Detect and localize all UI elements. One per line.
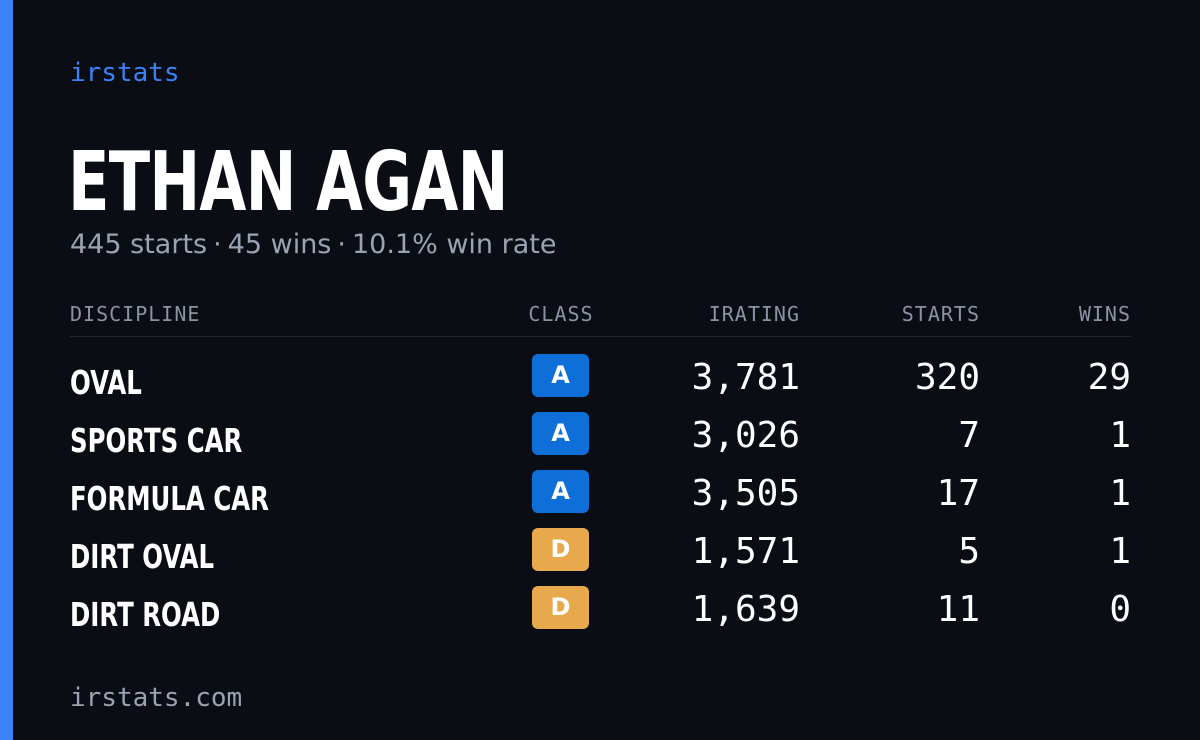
separator-dot: · xyxy=(337,229,346,260)
stats-table: DISCIPLINE CLASS IRATING STARTS WINS OVA… xyxy=(70,296,1131,644)
header-discipline: DISCIPLINE xyxy=(70,302,201,326)
table-row: FORMULA CAR A 3,505 17 1 xyxy=(70,470,1131,528)
accent-bar xyxy=(0,0,13,740)
table-row: OVAL A 3,781 320 29 xyxy=(70,354,1131,412)
irating-value: 3,026 xyxy=(691,415,800,456)
irating-value: 3,505 xyxy=(691,473,800,514)
starts-value: 11 xyxy=(936,589,980,630)
license-class-badge: A xyxy=(532,470,589,513)
wins-value: 1 xyxy=(1109,531,1131,572)
table-header: DISCIPLINE CLASS IRATING STARTS WINS xyxy=(70,296,1131,337)
wins-summary: 45 wins xyxy=(227,229,332,260)
discipline-name: FORMULA CAR xyxy=(70,479,269,518)
license-class-badge: D xyxy=(532,528,589,571)
license-class-badge: D xyxy=(532,586,589,629)
table-row: DIRT ROAD D 1,639 11 0 xyxy=(70,586,1131,644)
wins-value: 1 xyxy=(1109,473,1131,514)
header-irating: IRATING xyxy=(708,302,800,326)
footer-site-url: irstats.com xyxy=(70,683,243,713)
starts-value: 320 xyxy=(914,357,980,398)
discipline-name: DIRT OVAL xyxy=(70,537,215,576)
discipline-name: OVAL xyxy=(70,363,142,402)
header-wins: WINS xyxy=(1078,302,1131,326)
license-class-badge: A xyxy=(532,412,589,455)
driver-name: ETHAN AGAN xyxy=(68,135,508,230)
discipline-name: DIRT ROAD xyxy=(70,595,221,634)
table-body: OVAL A 3,781 320 29 SPORTS CAR A 3,026 7… xyxy=(70,354,1131,644)
wins-value: 1 xyxy=(1109,415,1131,456)
discipline-name: SPORTS CAR xyxy=(70,421,243,460)
winrate-summary: 10.1% win rate xyxy=(351,229,557,260)
wins-value: 29 xyxy=(1087,357,1131,398)
brand-logo-text: irstats xyxy=(70,58,180,88)
separator-dot: · xyxy=(213,229,222,260)
header-starts: STARTS xyxy=(901,302,980,326)
table-row: DIRT OVAL D 1,571 5 1 xyxy=(70,528,1131,586)
irating-value: 3,781 xyxy=(691,357,800,398)
driver-summary: 445 starts · 45 wins · 10.1% win rate xyxy=(70,228,556,262)
license-class-badge: A xyxy=(532,354,589,397)
wins-value: 0 xyxy=(1109,589,1131,630)
starts-value: 17 xyxy=(936,473,980,514)
irating-value: 1,639 xyxy=(691,589,800,630)
table-row: SPORTS CAR A 3,026 7 1 xyxy=(70,412,1131,470)
starts-value: 7 xyxy=(958,415,980,456)
header-class: CLASS xyxy=(528,302,594,326)
irating-value: 1,571 xyxy=(691,531,800,572)
starts-value: 5 xyxy=(958,531,980,572)
starts-summary: 445 starts xyxy=(70,229,208,260)
